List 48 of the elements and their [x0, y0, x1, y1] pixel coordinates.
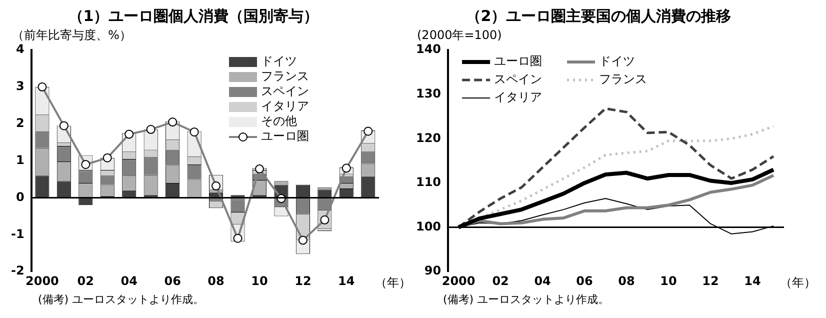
x-tick-label: 10 — [660, 274, 677, 288]
x-tick-label: 04 — [534, 274, 551, 288]
legend-label: ドイツ — [261, 54, 297, 68]
x-tick-label: 12 — [702, 274, 719, 288]
legend-label: ユーロ圏 — [494, 54, 542, 68]
y-axis-title: (2000年=100) — [417, 28, 502, 42]
x-tick-label: 02 — [77, 274, 94, 288]
y-tick-label: 4 — [16, 42, 24, 56]
x-tick-label: 08 — [208, 274, 224, 288]
x-tick-label: 2000 — [25, 274, 59, 288]
y-tick-label: 0 — [16, 190, 24, 204]
x-tick-label: 10 — [251, 274, 268, 288]
y-axis-title: （前年比寄与度、%） — [12, 28, 132, 42]
chart-title: （2）ユーロ圏主要国の個人消費の推移 — [466, 6, 732, 25]
y-tick-label: 130 — [416, 86, 442, 100]
y-tick-label: 100 — [416, 219, 442, 234]
text: (備考) ユーロスタットより作成。 — [443, 292, 610, 307]
y-tick-label: -1 — [10, 226, 24, 241]
x-axis-title: （年） — [780, 276, 816, 290]
y-tick-label: 140 — [416, 42, 442, 56]
legend-label: イタリア — [261, 99, 309, 114]
legend-label: その他 — [261, 114, 297, 128]
legend-label: ユーロ圏 — [261, 129, 309, 144]
x-tick-label: 06 — [576, 274, 593, 288]
chart-title: （1）ユーロ圏個人消費（国別寄与） — [68, 6, 319, 25]
y-tick-label: 2 — [16, 116, 24, 130]
y-tick-label: -2 — [10, 264, 24, 278]
legend-label: ドイツ — [599, 54, 636, 68]
x-tick-label: 14 — [744, 274, 761, 288]
legend-label: フランス — [261, 69, 309, 84]
x-tick-label: 04 — [120, 274, 138, 288]
x-tick-label: 02 — [492, 274, 509, 288]
x-tick-label: 12 — [294, 274, 312, 288]
x-axis-title: （年） — [375, 276, 411, 290]
x-tick-label: 08 — [618, 274, 635, 288]
x-tick-label: 14 — [338, 274, 355, 288]
y-tick-label: 90 — [424, 264, 442, 278]
x-tick-label: 2000 — [442, 274, 476, 288]
y-tick-label: 1 — [16, 152, 24, 167]
legend-label: スペイン — [261, 84, 309, 98]
legend-label: フランス — [599, 72, 648, 86]
y-tick-label: 3 — [16, 79, 24, 94]
legend-label: イタリア — [494, 90, 542, 104]
legend-label: スペイン — [494, 72, 542, 86]
y-tick-label: 120 — [416, 130, 442, 145]
y-tick-label: 110 — [416, 175, 442, 190]
text: (備考) ユーロスタットより作成。 — [38, 292, 206, 307]
x-tick-label: 06 — [164, 274, 181, 288]
